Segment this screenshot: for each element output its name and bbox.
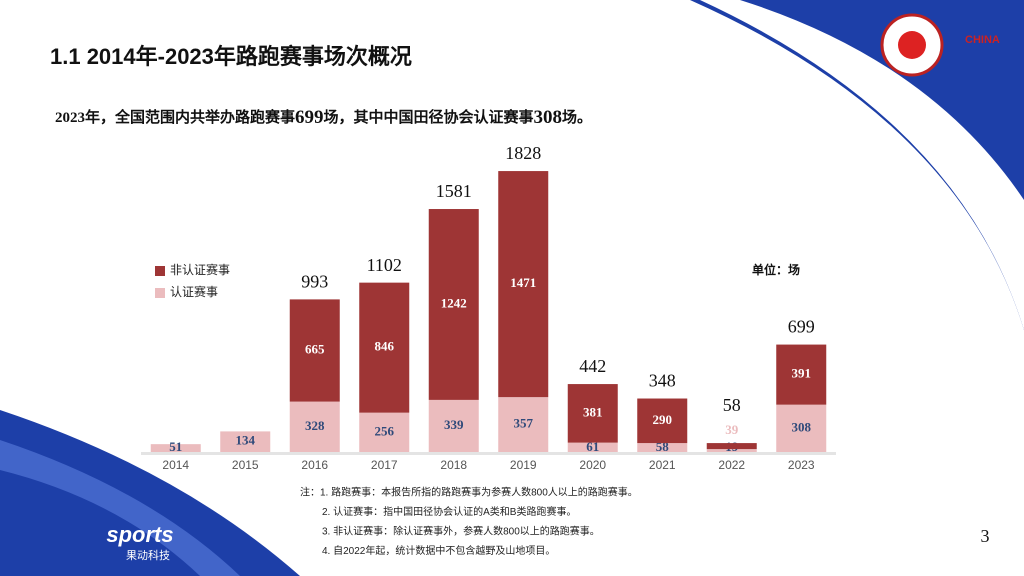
bar-segment <box>706 449 757 452</box>
subtitle-number: 308 <box>534 107 563 128</box>
bar-segment <box>637 443 688 452</box>
value-label: 290 <box>653 412 673 427</box>
value-label: 339 <box>444 417 464 432</box>
legend-label: 认证赛事 <box>170 284 218 299</box>
value-label: 391 <box>792 366 812 381</box>
total-label: 1102 <box>367 255 402 275</box>
value-label: 61 <box>586 439 599 454</box>
bar-segment <box>637 398 688 444</box>
bar-segment <box>776 344 827 405</box>
value-label: 1242 <box>441 295 467 310</box>
value-label: 381 <box>583 404 603 419</box>
subtitle-number: 699 <box>295 107 324 128</box>
x-tick-label: 2020 <box>579 458 606 472</box>
subtitle-text: 2023年，全国范围内共举办路跑赛事 <box>55 108 295 126</box>
bar-segment <box>359 412 410 452</box>
legend-swatch <box>155 266 165 276</box>
legend-label: 非认证赛事 <box>170 262 230 277</box>
subtitle-text: 场。 <box>562 109 592 126</box>
bar-segment <box>567 384 618 443</box>
unit-label: 单位：场 <box>752 262 800 277</box>
bar-segment <box>289 401 340 452</box>
bar-segment <box>150 444 201 452</box>
x-tick-label: 2022 <box>718 458 745 472</box>
x-tick-label: 2021 <box>649 458 676 472</box>
swoosh-bottom <box>0 410 300 576</box>
value-label: 1471 <box>510 275 536 290</box>
subtitle: 2023年，全国范围内共举办路跑赛事699场，其中中国田径协会认证赛事308场。 <box>55 107 592 128</box>
bar-segment <box>776 404 827 452</box>
legend-swatch <box>155 288 165 298</box>
bar-segment <box>359 282 410 413</box>
bar-segment <box>220 431 271 452</box>
note: 2. 认证赛事：指中国田径协会认证的A类和B类路跑赛事。 <box>322 505 576 518</box>
total-label: 1581 <box>436 181 472 201</box>
title: 1.1 2014年-2023年路跑赛事场次概况 <box>50 44 412 69</box>
value-label: 846 <box>375 339 395 354</box>
bar-segment <box>567 442 618 452</box>
value-label: 665 <box>305 341 325 356</box>
bar-segment <box>498 171 549 398</box>
x-tick-label: 2019 <box>510 458 537 472</box>
x-tick-label: 2015 <box>232 458 259 472</box>
value-label: 39 <box>725 422 739 437</box>
page-number: 3 <box>981 526 990 546</box>
value-label: 308 <box>792 419 812 434</box>
total-label: 1828 <box>505 143 541 163</box>
swoosh-top <box>690 0 1024 330</box>
value-label: 256 <box>375 423 395 438</box>
note: 4. 自2022年起，统计数据中不包含越野及山地项目。 <box>322 544 555 557</box>
note: 注：1. 路跑赛事：本报告所指的路跑赛事为参赛人数800人以上的路跑赛事。 <box>300 486 638 499</box>
x-tick-label: 2016 <box>301 458 328 472</box>
bar-segment <box>428 209 479 400</box>
total-label: 993 <box>301 272 328 292</box>
value-label: 134 <box>236 433 256 448</box>
x-tick-label: 2023 <box>788 458 815 472</box>
bar-segment <box>428 399 479 452</box>
subtitle-text: 场，其中中国田径协会认证赛事 <box>324 108 534 126</box>
bar-segment <box>498 397 549 452</box>
total-label: 442 <box>579 356 606 376</box>
x-tick-label: 2014 <box>162 458 189 472</box>
value-label: 357 <box>514 416 534 431</box>
total-label: 58 <box>723 395 741 415</box>
note: 3. 非认证赛事：除认证赛事外，参赛人数800以上的路跑赛事。 <box>322 525 600 538</box>
bar-segment <box>706 443 757 450</box>
brand-logo: sports <box>106 522 173 547</box>
total-label: 348 <box>649 371 676 391</box>
company-logo: 果动科技 <box>126 548 170 562</box>
total-label: 699 <box>788 317 815 337</box>
floor-shadow <box>141 452 836 455</box>
swoosh-top-inner <box>700 0 1024 330</box>
bar-segment <box>289 299 340 402</box>
logo-seal-center <box>898 31 926 59</box>
value-label: 51 <box>169 439 182 454</box>
x-tick-label: 2018 <box>440 458 467 472</box>
partner-logo: CHINA <box>965 34 1000 46</box>
swoosh-bottom-light <box>0 440 240 576</box>
x-tick-label: 2017 <box>371 458 398 472</box>
value-label: 328 <box>305 418 325 433</box>
